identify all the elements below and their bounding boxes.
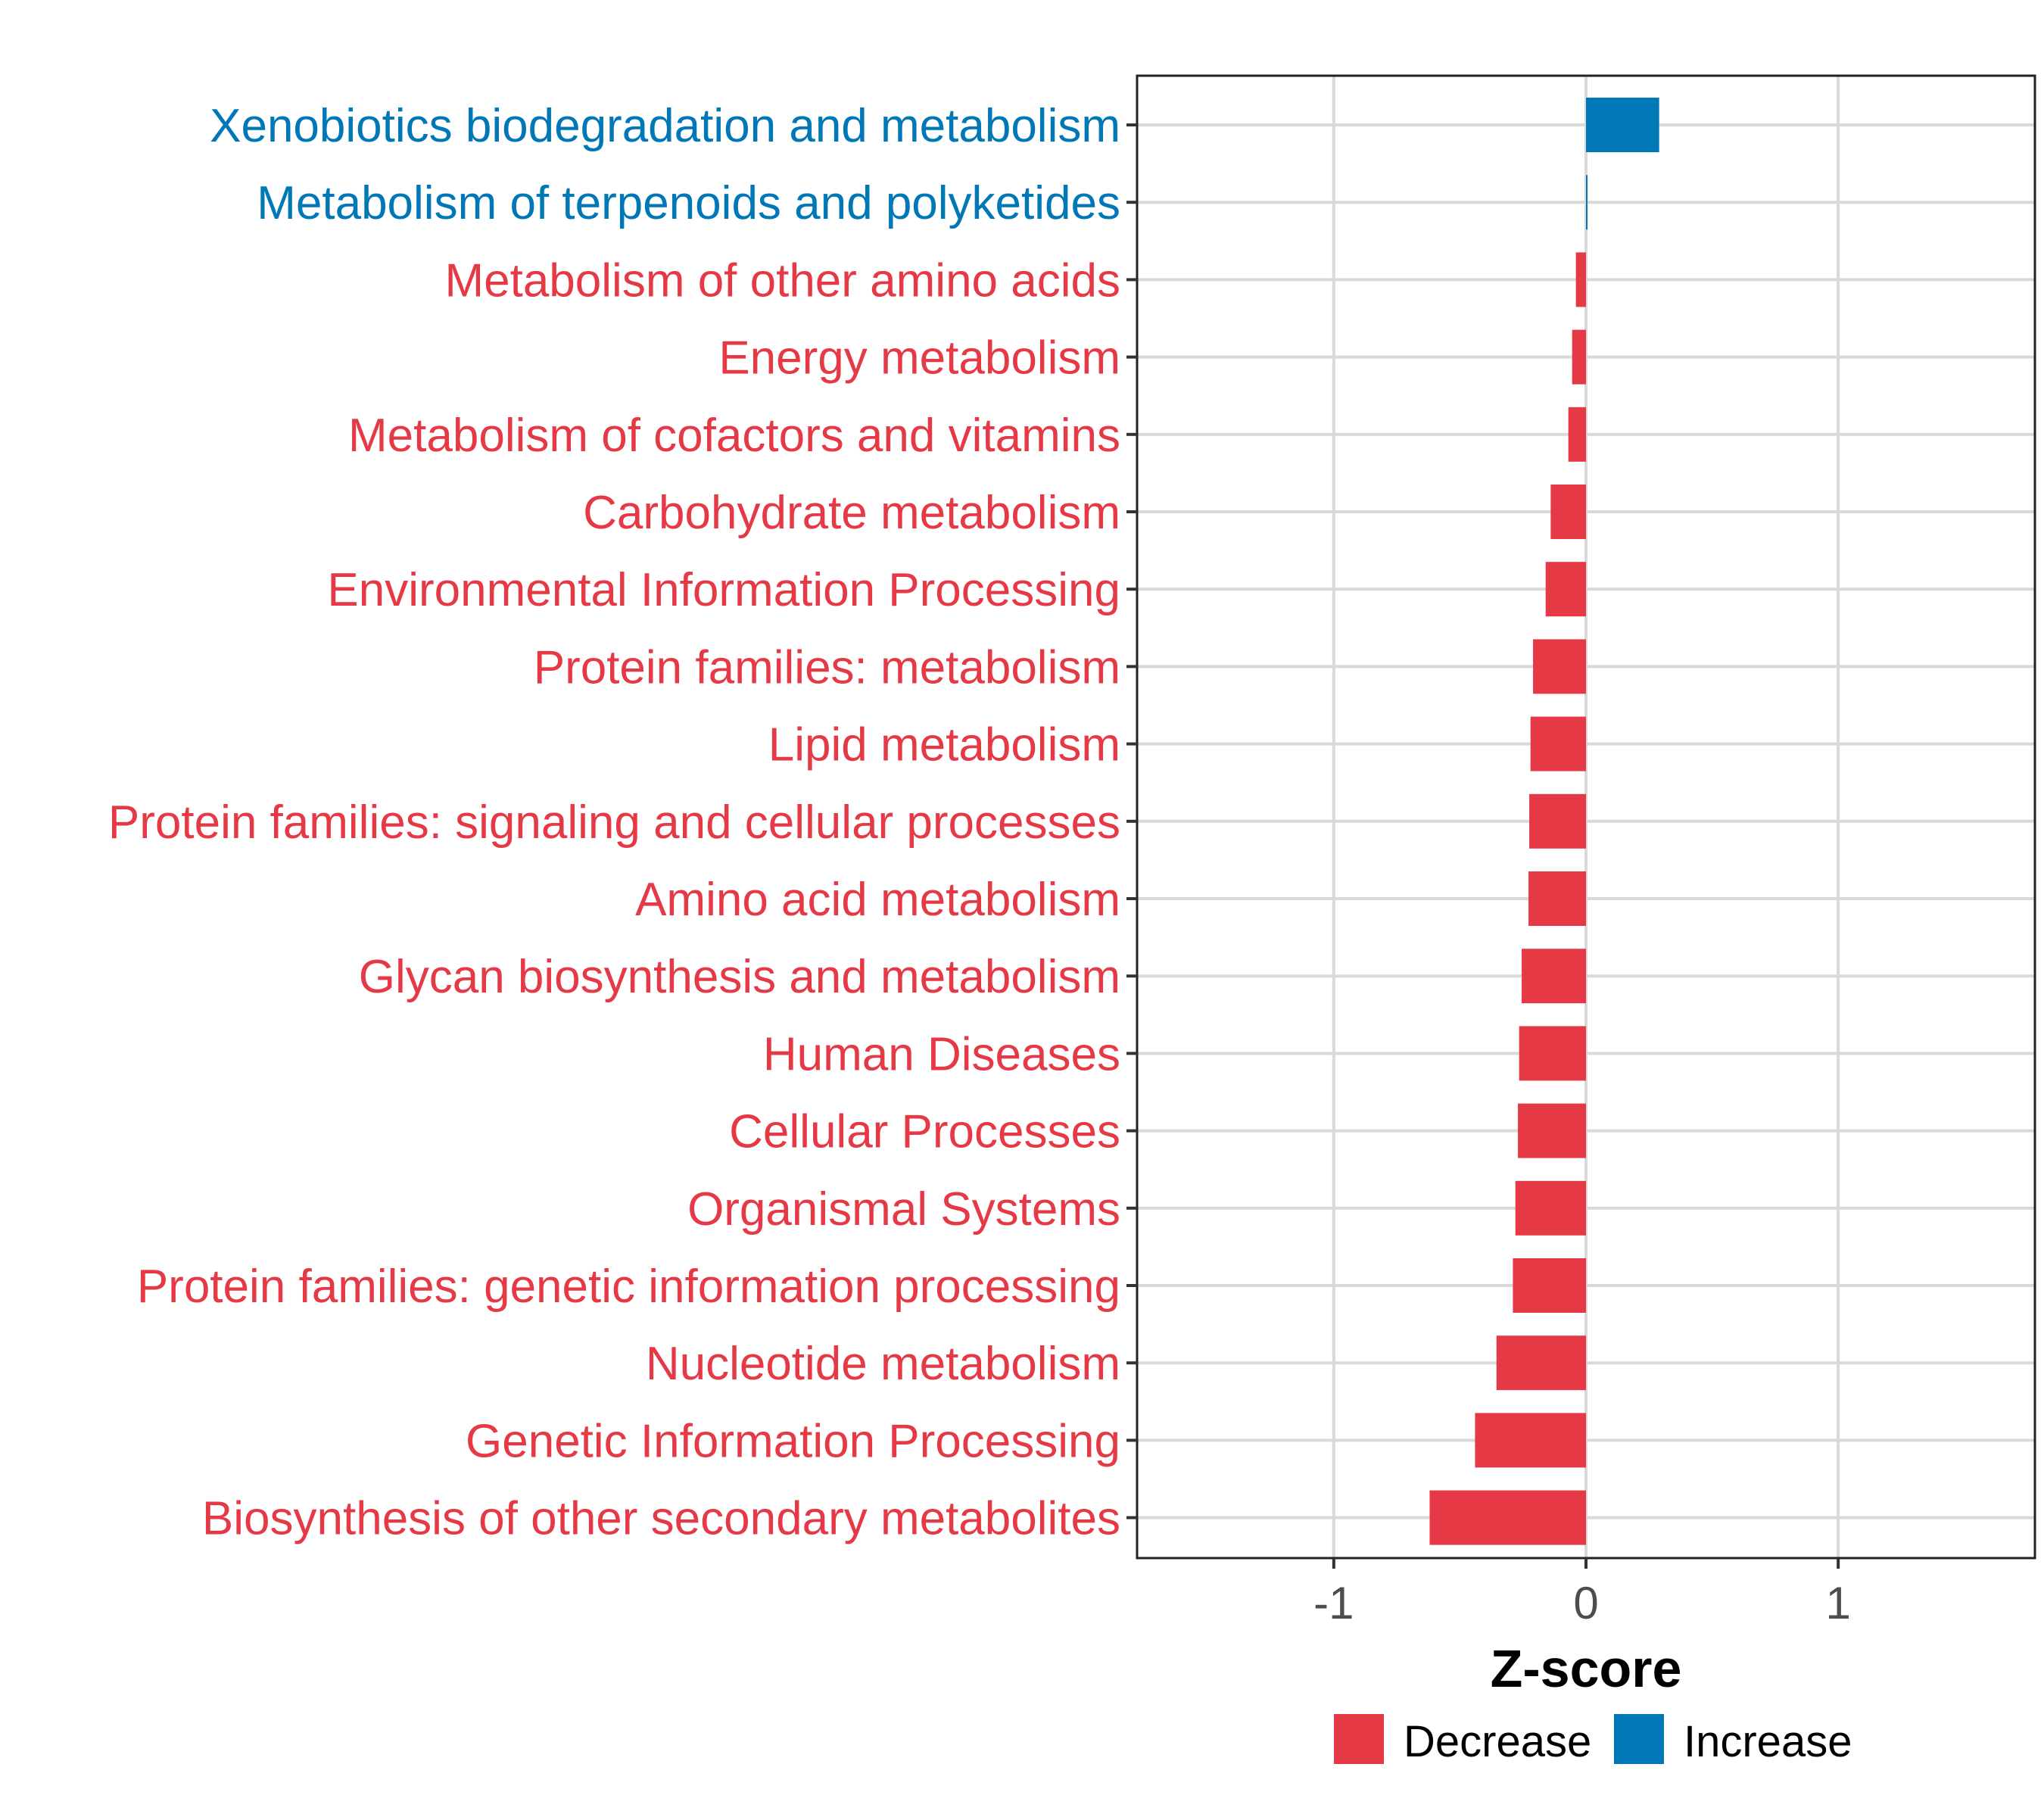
bar xyxy=(1572,329,1586,385)
bar xyxy=(1545,562,1586,617)
category-label: Environmental Information Processing xyxy=(327,564,1120,616)
category-label: Protein families: metabolism xyxy=(534,641,1120,693)
bar xyxy=(1586,175,1588,230)
bar xyxy=(1515,1180,1586,1236)
bar xyxy=(1528,871,1586,926)
category-label: Metabolism of cofactors and vitamins xyxy=(348,410,1120,462)
bar xyxy=(1530,716,1586,771)
bar xyxy=(1575,252,1586,307)
legend-swatch xyxy=(1614,1714,1664,1764)
category-label: Organismal Systems xyxy=(687,1183,1120,1236)
bar xyxy=(1568,407,1586,462)
bar xyxy=(1518,1103,1586,1158)
bar xyxy=(1533,639,1586,694)
x-tick-layer: -1 0 1 xyxy=(1313,1558,1851,1628)
category-label: Human Diseases xyxy=(763,1028,1120,1080)
category-label: Cellular Processes xyxy=(729,1106,1120,1158)
category-label: Metabolism of other amino acids xyxy=(444,254,1120,307)
legend-swatch xyxy=(1334,1714,1384,1764)
bar xyxy=(1475,1413,1586,1468)
category-label: Metabolism of terpenoids and polyketides xyxy=(257,177,1120,229)
category-label: Protein families: genetic information pr… xyxy=(137,1261,1120,1313)
category-label: Nucleotide metabolism xyxy=(646,1338,1120,1390)
bar xyxy=(1496,1335,1586,1391)
bar xyxy=(1519,1026,1586,1081)
category-label: Protein families: signaling and cellular… xyxy=(108,796,1120,849)
category-label: Amino acid metabolism xyxy=(635,874,1120,926)
category-label: Lipid metabolism xyxy=(768,719,1120,771)
bar xyxy=(1522,949,1586,1004)
bar xyxy=(1550,485,1586,539)
category-label: Biosynthesis of other secondary metaboli… xyxy=(202,1493,1120,1545)
bar xyxy=(1586,98,1659,152)
legend-label: Increase xyxy=(1684,1717,1852,1766)
legend: Decrease Increase xyxy=(1334,1714,1852,1766)
category-label-layer: Xenobiotics biodegradation and metabolis… xyxy=(108,100,1120,1545)
legend-label: Decrease xyxy=(1404,1717,1591,1766)
bar xyxy=(1429,1490,1586,1545)
bar xyxy=(1513,1258,1586,1313)
x-axis-title: Z-score xyxy=(1491,1639,1682,1698)
x-tick-label: -1 xyxy=(1313,1578,1354,1628)
category-label: Xenobiotics biodegradation and metabolis… xyxy=(210,100,1120,152)
bar xyxy=(1529,793,1586,849)
x-tick-label: 0 xyxy=(1573,1578,1598,1628)
category-label: Genetic Information Processing xyxy=(466,1415,1120,1467)
y-tick-layer xyxy=(1126,123,1137,1519)
x-tick-label: 1 xyxy=(1825,1578,1850,1628)
bar-layer xyxy=(1429,98,1659,1545)
category-label: Energy metabolism xyxy=(718,332,1120,385)
category-label: Carbohydrate metabolism xyxy=(583,487,1120,539)
category-label: Glycan biosynthesis and metabolism xyxy=(359,951,1120,1003)
